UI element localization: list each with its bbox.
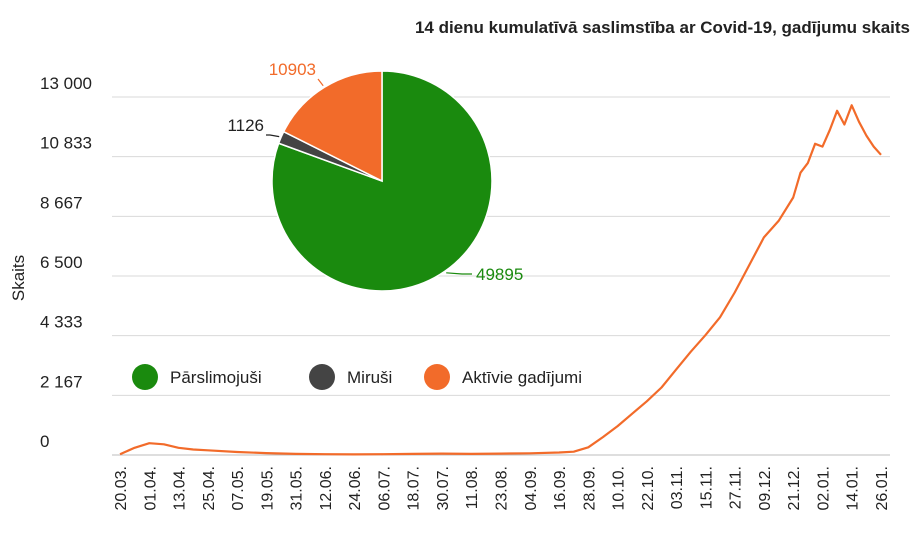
pie-leader-line (266, 134, 280, 138)
pie-value-label: 49895 (476, 265, 523, 284)
x-tick-label: 16.09. (552, 466, 569, 510)
x-tick-label: 11.08. (464, 466, 481, 509)
x-tick-label: 26.01. (874, 466, 891, 510)
legend-marker (309, 364, 335, 390)
x-tick-label: 20.03. (113, 466, 130, 510)
pie-leader-line (446, 272, 472, 275)
x-tick-label: 02.01. (815, 466, 832, 510)
y-tick-label: 8 667 (40, 193, 83, 212)
x-tick-labels: 20.03. 01.04. 13.04. 25.04. 07.05. 19.05. 31.0… (113, 466, 891, 510)
pie-chart: 49895 1126 10903 (227, 60, 523, 292)
line-series-layer (119, 104, 882, 456)
legend-label: Aktīvie gadījumi (462, 368, 582, 387)
y-tick-label: 4 333 (40, 313, 83, 332)
pie-leader-line (317, 78, 324, 87)
x-tick-label: 23.08. (494, 466, 511, 510)
x-tick-label: 10.10. (611, 466, 628, 510)
x-tick-label: 28.09. (581, 466, 598, 510)
x-tick-label: 22.10. (640, 466, 657, 510)
x-tick-label: 15.11. (698, 466, 715, 509)
legend-marker (424, 364, 450, 390)
x-tick-label: 06.07. (376, 466, 393, 510)
grid-lines (112, 96, 890, 456)
y-tick-label: 13 000 (40, 74, 92, 93)
y-tick-label: 2 167 (40, 372, 83, 391)
x-tick-label: 04.09. (523, 466, 540, 510)
pie-slice-3 (282, 70, 383, 183)
chart-title: 14 dienu kumulatīvā saslimstība ar Covid… (415, 18, 910, 37)
x-tick-label: 01.04. (142, 466, 159, 510)
x-tick-label: 31.05. (289, 466, 306, 510)
y-axis-label: Skaits (9, 255, 28, 301)
y-tick-labels: 0 2 167 4 333 6 500 8 667 10 833 13 000 (40, 74, 92, 451)
x-tick-label: 07.05. (230, 466, 247, 510)
legend-marker (132, 364, 158, 390)
legend-label: Pārslimojuši (170, 368, 262, 387)
pie-value-label: 10903 (269, 60, 316, 79)
x-tick-label: 14.01. (845, 466, 862, 510)
x-tick-label: 03.11. (669, 466, 686, 509)
pie-legend: Pārslimojuši Miruši Aktīvie gadījumi (132, 364, 582, 390)
x-tick-label: 25.04. (201, 466, 218, 510)
y-tick-label: 6 500 (40, 253, 83, 272)
x-tick-label: 24.06. (347, 466, 364, 510)
x-tick-label: 19.05. (259, 466, 276, 510)
y-tick-label: 0 (40, 432, 49, 451)
line-series (119, 104, 882, 456)
x-tick-label: 30.07. (435, 466, 452, 510)
x-tick-label: 21.12. (786, 466, 803, 510)
x-tick-label: 13.04. (172, 466, 189, 510)
legend-label: Miruši (347, 368, 392, 387)
x-tick-label: 18.07. (406, 466, 423, 510)
x-tick-label: 09.12. (757, 466, 774, 510)
pie-value-label: 1126 (227, 116, 264, 135)
x-tick-label: 27.11. (728, 466, 745, 509)
x-tick-label: 12.06. (318, 466, 335, 510)
y-tick-label: 10 833 (40, 134, 92, 153)
